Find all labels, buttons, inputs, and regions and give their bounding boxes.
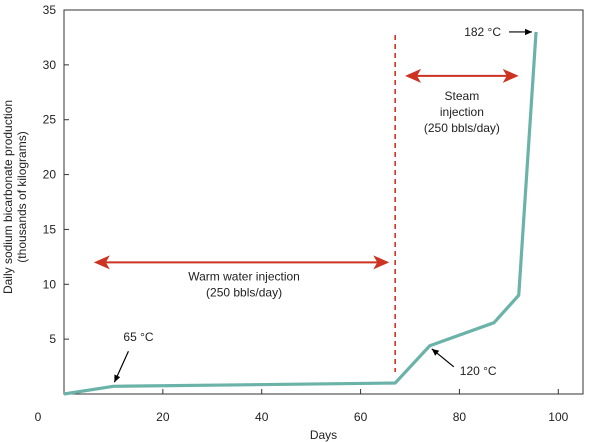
x-tick-label: 100 bbox=[548, 410, 568, 424]
temp-120-arrow bbox=[431, 348, 455, 368]
warm-water-arrow bbox=[93, 255, 390, 270]
arrow-head-right bbox=[502, 68, 519, 83]
arrow-head bbox=[525, 28, 533, 36]
y-axis-label-line-2: (thousands of kilograms) bbox=[15, 131, 29, 262]
temp-120-label: 120 °C bbox=[460, 364, 497, 378]
x-tick-label: 20 bbox=[156, 410, 170, 424]
steam-rate: (250 bbls/day) bbox=[424, 121, 500, 135]
arrow-head-left bbox=[93, 255, 110, 270]
steam-annotation: Steam injection (250 bbls/day) bbox=[424, 89, 500, 135]
warm-water-rate: (250 bbls/day) bbox=[206, 285, 282, 299]
axis-ticks: 0 20 40 60 80 100 5 10 15 20 25 30 35 bbox=[35, 3, 569, 424]
y-tick-label: 25 bbox=[43, 113, 57, 127]
y-axis-label-line-1: Daily sodium bicarbonate production bbox=[1, 100, 15, 294]
series-group bbox=[63, 31, 538, 396]
y-axis-title: Daily sodium bicarbonate production (tho… bbox=[1, 100, 29, 294]
arrow-head bbox=[431, 348, 440, 356]
y-tick-label: 30 bbox=[43, 58, 57, 72]
y-tick-label: 35 bbox=[43, 3, 57, 17]
steam-label-line-1: Steam bbox=[445, 89, 480, 103]
series-line bbox=[63, 31, 538, 396]
y-tick-label: 20 bbox=[43, 168, 57, 182]
x-tick-label: 80 bbox=[453, 410, 467, 424]
temp-182-label: 182 °C bbox=[464, 25, 501, 39]
temp-182-arrow bbox=[509, 28, 533, 36]
temp-65-label: 65 °C bbox=[123, 330, 153, 344]
y-tick-label: 15 bbox=[43, 222, 57, 236]
temp-65-arrow bbox=[113, 350, 129, 383]
arrow-head bbox=[114, 374, 121, 383]
steam-arrow bbox=[405, 68, 519, 83]
arrow-head-right bbox=[373, 255, 390, 270]
warm-water-annotation: Warm water injection (250 bbls/day) bbox=[188, 269, 300, 299]
arrow-head-left bbox=[405, 68, 422, 83]
y-tick-label: 10 bbox=[43, 277, 57, 291]
plot-frame bbox=[63, 9, 584, 395]
x-tick-label: 60 bbox=[354, 410, 368, 424]
x-axis-label: Days bbox=[310, 428, 337, 442]
x-tick-label: 0 bbox=[35, 410, 42, 424]
x-axis-title: Days bbox=[310, 428, 337, 442]
warm-water-label: Warm water injection bbox=[188, 269, 300, 283]
annotations: Warm water injection (250 bbls/day) Stea… bbox=[93, 25, 533, 383]
steam-label-line-2: injection bbox=[440, 105, 484, 119]
x-tick-label: 40 bbox=[255, 410, 269, 424]
y-tick-label: 5 bbox=[49, 332, 56, 346]
